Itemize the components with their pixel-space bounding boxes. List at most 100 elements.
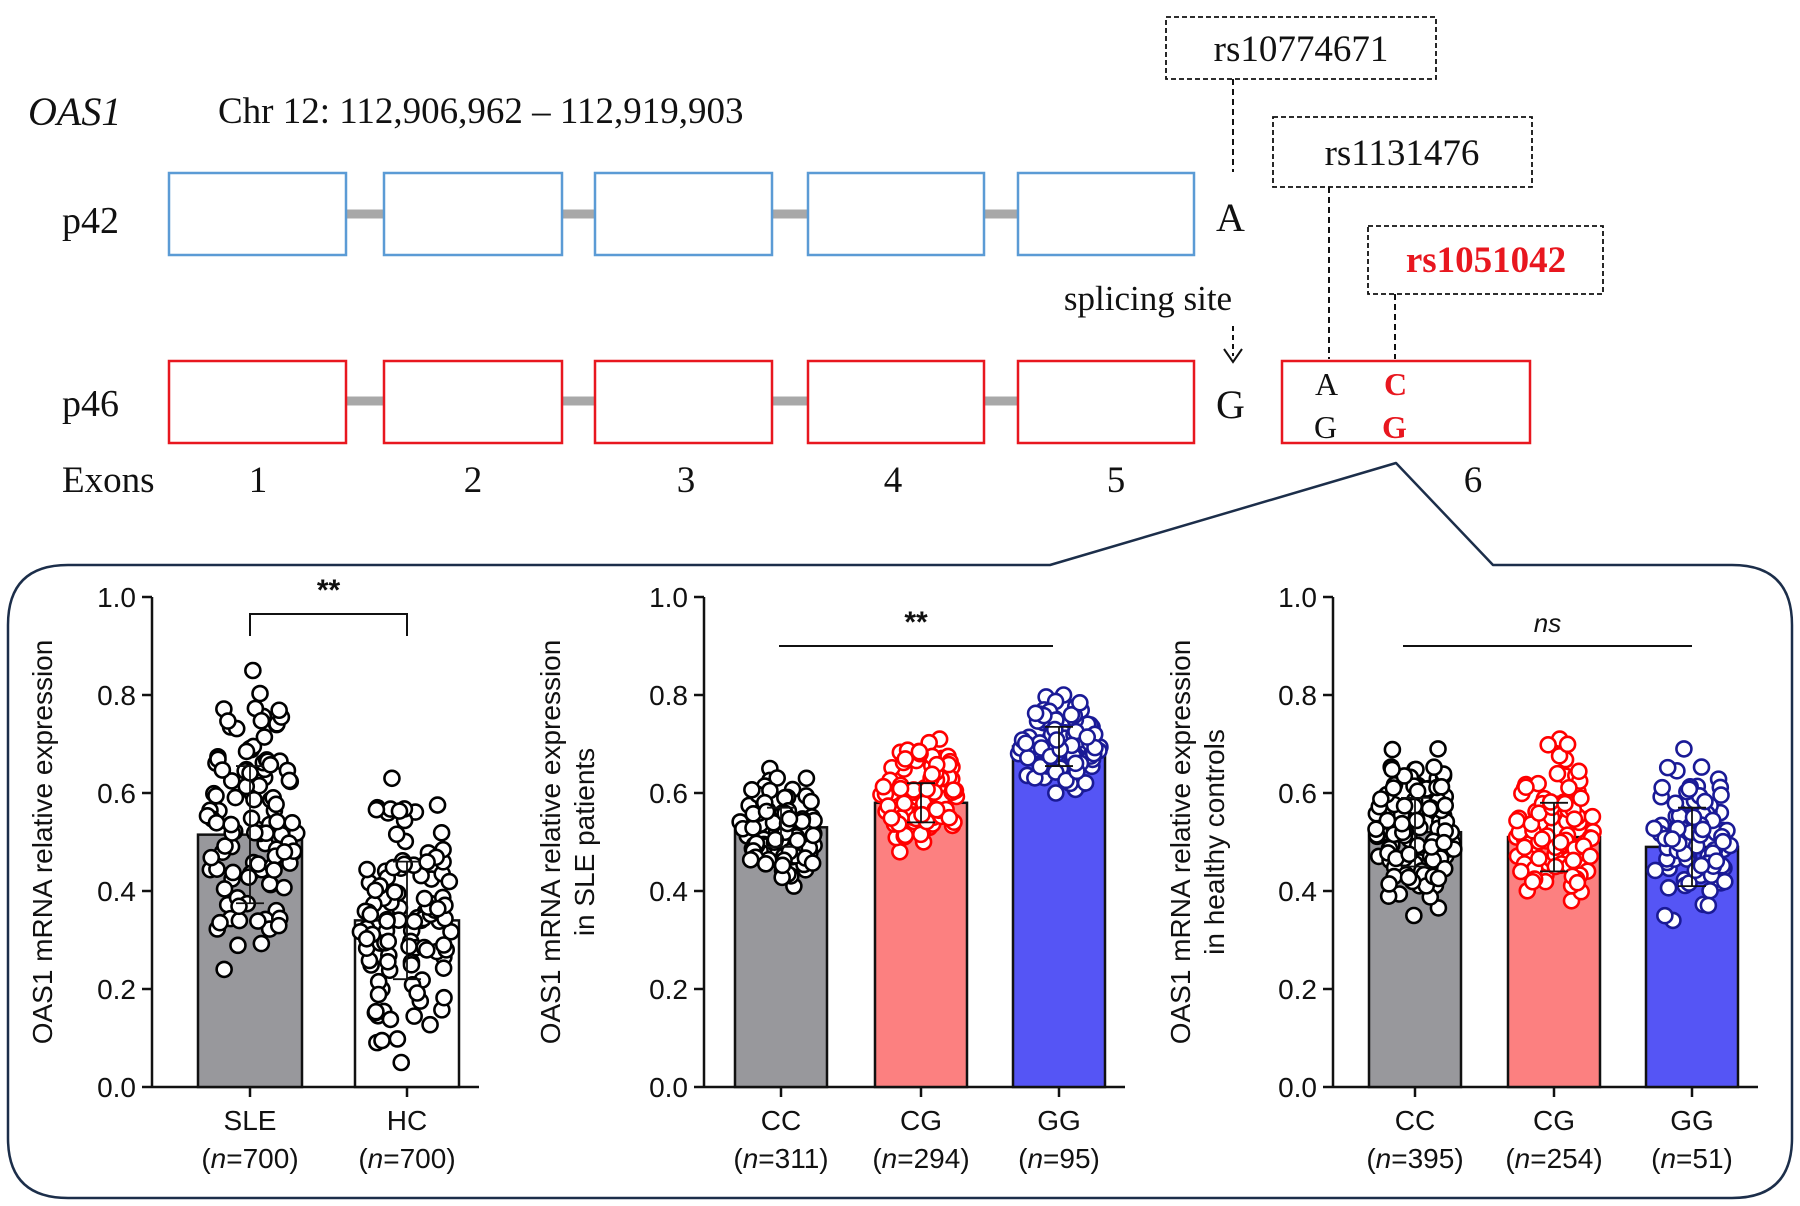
y-tick-label: 0.8 (649, 680, 688, 711)
data-point (788, 831, 807, 850)
n-value: =254) (1530, 1143, 1602, 1174)
zoom-panel-border (6, 461, 1794, 1200)
x-n-label: (n=395) (1366, 1143, 1463, 1174)
data-point (222, 772, 241, 790)
y-axis-label-line: in healthy controls (1199, 729, 1230, 955)
x-category-label: CC (1395, 1105, 1435, 1136)
x-category-label: CG (1533, 1105, 1575, 1136)
data-point (1429, 740, 1447, 758)
data-point (1436, 796, 1455, 815)
data-point (882, 809, 901, 827)
data-point (1425, 758, 1443, 777)
data-point (1076, 774, 1095, 792)
data-point (1057, 771, 1075, 790)
data-point (918, 780, 936, 799)
data-point (804, 826, 823, 845)
data-point (417, 941, 436, 959)
data-point (249, 912, 267, 930)
splicing-site-arrowhead (1223, 348, 1243, 364)
gene-coordinates: Chr 12: 112,906,962 – 112,919,903 (218, 91, 744, 132)
p46-exon-2 (382, 359, 564, 445)
y-tick-label: 0.4 (649, 876, 688, 907)
n-italic: n (211, 1143, 227, 1174)
data-point (215, 880, 234, 898)
data-point (1047, 784, 1065, 802)
data-point (1659, 879, 1678, 897)
p46-splice-allele: G (1216, 382, 1245, 427)
data-point (1712, 786, 1730, 804)
data-point (428, 796, 447, 814)
y-tick-label: 0.4 (1278, 876, 1317, 907)
x-category-label: GG (1037, 1105, 1081, 1136)
y-tick-label: 0.2 (1278, 974, 1317, 1005)
data-point (378, 912, 396, 930)
charts-layer: 0.0 0.2 0.4 0.6 0.8 1.0 OAS1 mRNA relative exp… (27, 574, 1758, 1174)
exon-number-2: 2 (464, 460, 483, 501)
significance-label: ** (904, 606, 928, 639)
n-value: =700) (383, 1143, 455, 1174)
data-point (1693, 820, 1712, 839)
data-point (255, 728, 274, 746)
data-point (1420, 799, 1439, 818)
data-point (773, 856, 792, 875)
isoform-label-p42: p42 (62, 200, 119, 242)
snp-label-rs10774671: rs10774671 (1214, 29, 1389, 70)
y-tick-label: 0.6 (649, 778, 688, 809)
data-point (1696, 792, 1714, 811)
data-point (1393, 814, 1411, 833)
x-category-label: CG (900, 1105, 942, 1136)
n-paren: ( (1366, 1143, 1376, 1174)
significance-bracket (249, 613, 408, 636)
data-point (891, 842, 909, 861)
data-point (1047, 731, 1066, 749)
bar-gg (1011, 745, 1107, 1089)
data-point (239, 868, 258, 886)
x-category-label: CC (761, 1105, 801, 1136)
data-point (1570, 762, 1588, 781)
data-point (1653, 778, 1671, 797)
data-point (1558, 735, 1577, 754)
isoform-label-p46: p46 (62, 383, 119, 425)
data-point (280, 771, 299, 790)
data-point (1699, 896, 1718, 915)
data-point (432, 823, 451, 842)
data-point (379, 952, 397, 971)
data-point (891, 779, 910, 798)
data-point (1530, 849, 1548, 868)
data-point (261, 755, 280, 774)
p42-transcript (167, 171, 1196, 257)
exon-number-5: 5 (1107, 460, 1126, 501)
data-point (1692, 758, 1711, 776)
data-point (367, 1002, 385, 1021)
exon-number-6: 6 (1464, 460, 1483, 501)
y-axis-label: OAS1 mRNA relative expression in SLE pati… (535, 640, 600, 1045)
data-point (230, 897, 248, 916)
data-point (373, 1031, 391, 1050)
n-paren: ( (1651, 1143, 1661, 1174)
exon6-allele-g1: G (1314, 409, 1337, 445)
x-category-label: HC (387, 1105, 427, 1136)
n-paren: ( (1018, 1143, 1028, 1174)
data-point (1583, 807, 1602, 826)
data-point (1405, 906, 1423, 925)
y-axis-label-line: OAS1 mRNA relative expression (535, 640, 566, 1045)
data-point (741, 850, 760, 869)
data-point (434, 959, 453, 977)
p42-exon-2 (382, 171, 564, 257)
data-point (245, 790, 263, 809)
x-n-label: (n=254) (1505, 1143, 1602, 1174)
data-point (1066, 754, 1085, 773)
y-tick-label: 1.0 (1278, 582, 1317, 613)
n-value: =395) (1391, 1143, 1463, 1174)
n-paren: ( (201, 1143, 211, 1174)
data-point (385, 883, 404, 901)
n-value: =51) (1676, 1143, 1733, 1174)
n-value: =700) (226, 1143, 298, 1174)
data-point (1658, 758, 1677, 777)
data-point (1656, 906, 1674, 925)
n-italic: n (1515, 1143, 1531, 1174)
p46-exon-5 (1016, 359, 1196, 445)
data-point (440, 872, 459, 891)
data-point (757, 802, 776, 821)
gene-name: OAS1 (28, 89, 121, 134)
